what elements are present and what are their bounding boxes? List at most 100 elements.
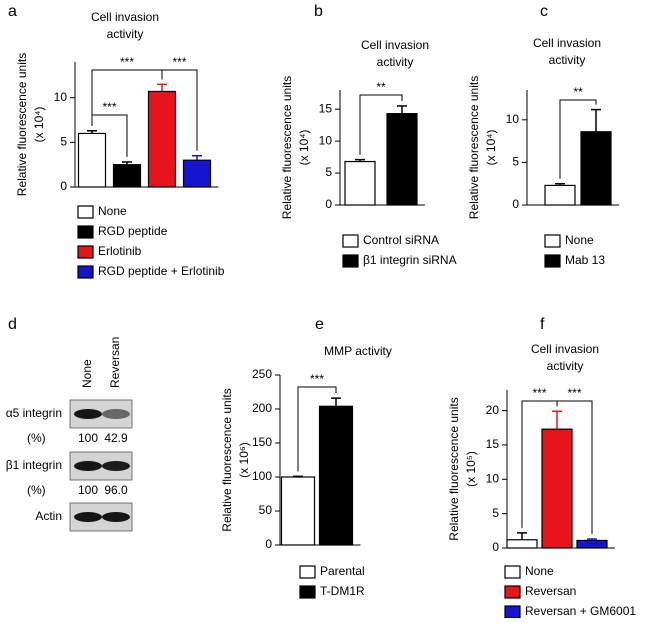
y-tick-label: 100 bbox=[252, 469, 272, 483]
percent-label: (%) bbox=[27, 431, 46, 445]
legend-label: None bbox=[98, 204, 127, 218]
legend-label: Reversan bbox=[525, 584, 576, 598]
chart-title: activity bbox=[107, 27, 144, 41]
chart-title: MMP activity bbox=[324, 344, 392, 358]
row-label: β1 integrin bbox=[6, 458, 62, 472]
legend-label: RGD peptide + Erlotinib bbox=[98, 264, 225, 278]
legend-swatch bbox=[299, 565, 316, 579]
legend-swatch bbox=[77, 205, 94, 219]
legend-label: RGD peptide bbox=[98, 224, 168, 238]
significance-bracket bbox=[359, 94, 403, 155]
significance-bracket bbox=[161, 69, 198, 151]
y-tick-label: 15 bbox=[319, 101, 333, 115]
y-tick-label: 150 bbox=[252, 435, 272, 449]
y-axis-label: (x 10⁴) bbox=[484, 130, 498, 166]
significance-bracket bbox=[297, 386, 337, 472]
y-axis-label: (x 10⁶) bbox=[237, 442, 251, 478]
blot-band bbox=[74, 409, 102, 419]
bar bbox=[182, 159, 212, 188]
legend-swatch bbox=[342, 234, 359, 248]
row-label: Actin bbox=[35, 509, 62, 523]
significance-label: *** bbox=[567, 386, 581, 400]
y-axis-label: (x 10⁴) bbox=[297, 130, 311, 166]
blot-band bbox=[102, 512, 130, 522]
y-axis-label: Relative fluorescence units bbox=[220, 388, 234, 531]
significance-label: *** bbox=[310, 372, 324, 386]
chart-title: Cell invasion bbox=[361, 38, 429, 52]
blot-band bbox=[74, 461, 102, 471]
legend-swatch bbox=[504, 585, 521, 599]
significance-label: ** bbox=[376, 80, 386, 94]
legend-label: None bbox=[565, 233, 594, 247]
legend-swatch bbox=[77, 225, 94, 239]
y-tick-label: 20 bbox=[486, 403, 500, 417]
y-axis-label: Relative fluorescence units bbox=[280, 76, 294, 219]
y-tick-label: 10 bbox=[506, 112, 520, 126]
chart-title: Cell invasion bbox=[531, 342, 599, 356]
legend-label: β1 integrin siRNA bbox=[363, 253, 457, 267]
legend-swatch bbox=[544, 234, 561, 248]
legend-swatch bbox=[504, 605, 521, 619]
panel-label: b bbox=[314, 3, 323, 20]
y-tick-label: 10 bbox=[486, 471, 500, 485]
bar bbox=[344, 160, 376, 206]
blot-band bbox=[102, 409, 130, 419]
bar bbox=[386, 113, 418, 206]
chart-title: Cell invasion bbox=[533, 36, 601, 50]
blot-band bbox=[74, 512, 102, 522]
legend-swatch bbox=[77, 245, 94, 259]
legend-swatch bbox=[504, 565, 521, 579]
percent-value: 42.9 bbox=[104, 431, 128, 445]
panel-label: e bbox=[315, 316, 324, 333]
legend-swatch bbox=[299, 585, 316, 599]
y-tick-label: 0 bbox=[492, 540, 499, 554]
significance-label: *** bbox=[172, 55, 186, 69]
panel-label: c bbox=[540, 3, 548, 20]
percent-value: 100 bbox=[78, 431, 98, 445]
significance-label: ** bbox=[573, 85, 583, 99]
chart-title: Cell invasion bbox=[91, 10, 159, 24]
y-tick-label: 5 bbox=[60, 135, 67, 149]
percent-label: (%) bbox=[27, 483, 46, 497]
chart-title: activity bbox=[547, 359, 584, 373]
y-axis-label: (x 10⁴) bbox=[32, 107, 46, 143]
bar bbox=[112, 164, 142, 188]
bar bbox=[580, 131, 612, 206]
y-tick-label: 0 bbox=[512, 197, 519, 211]
legend-label: None bbox=[525, 564, 554, 578]
bar bbox=[576, 539, 608, 549]
panel-label: a bbox=[8, 3, 17, 20]
y-tick-label: 50 bbox=[259, 503, 273, 517]
legend-label: Reversan + GM6001 bbox=[525, 604, 636, 618]
y-tick-label: 5 bbox=[325, 165, 332, 179]
y-tick-label: 0 bbox=[325, 197, 332, 211]
legend-swatch bbox=[77, 265, 94, 279]
bar bbox=[541, 428, 573, 549]
legend-swatch bbox=[342, 254, 359, 268]
y-axis-label: Relative fluorescence units bbox=[447, 397, 461, 540]
chart-title: activity bbox=[377, 55, 414, 69]
legend-label: Mab 13 bbox=[565, 253, 605, 267]
y-axis-label: (x 10⁵) bbox=[464, 451, 478, 487]
panel-label: f bbox=[540, 316, 545, 333]
panel-label: d bbox=[8, 316, 17, 333]
lane-label: Reversan bbox=[108, 337, 122, 388]
blot-band bbox=[102, 461, 130, 471]
percent-value: 100 bbox=[78, 483, 98, 497]
legend-label: Parental bbox=[320, 564, 365, 578]
bar bbox=[318, 405, 354, 546]
y-tick-label: 15 bbox=[486, 437, 500, 451]
y-tick-label: 5 bbox=[492, 506, 499, 520]
legend-label: Erlotinib bbox=[98, 244, 142, 258]
legend-label: T-DM1R bbox=[320, 584, 365, 598]
lane-label: None bbox=[80, 359, 94, 388]
significance-bracket bbox=[556, 400, 593, 535]
y-tick-label: 10 bbox=[54, 90, 68, 104]
y-tick-label: 200 bbox=[252, 401, 272, 415]
legend-label: Control siRNA bbox=[363, 233, 439, 247]
row-label: α5 integrin bbox=[6, 406, 62, 420]
significance-label: *** bbox=[102, 100, 116, 114]
bar bbox=[147, 90, 177, 188]
percent-value: 96.0 bbox=[104, 483, 128, 497]
